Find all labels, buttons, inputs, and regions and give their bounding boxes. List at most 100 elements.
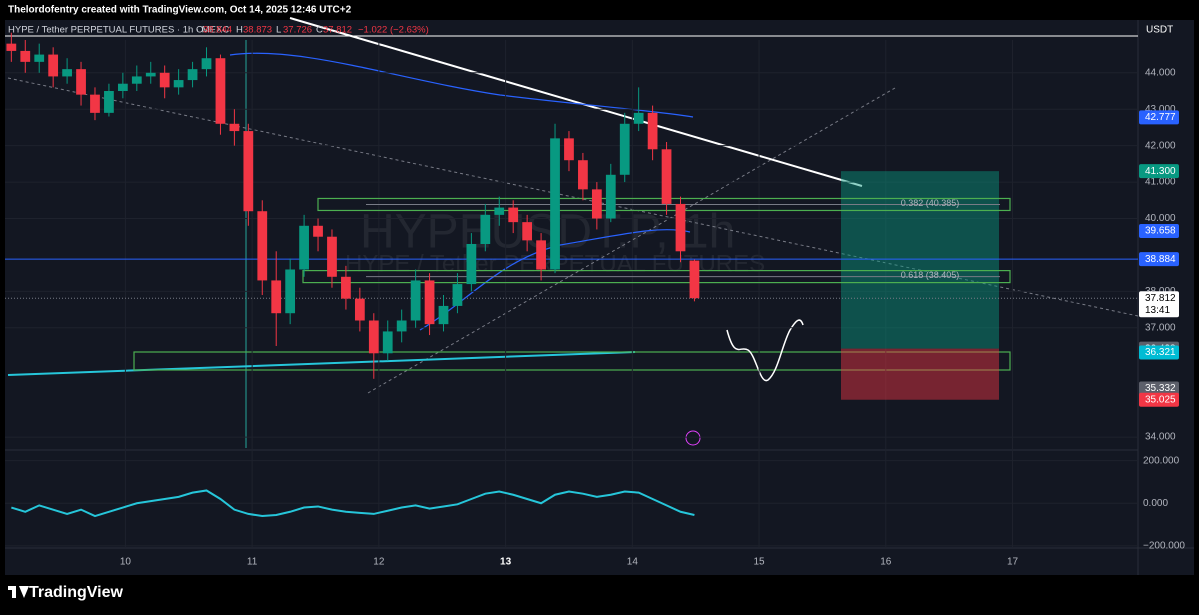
fib-label: 0.382 (40.385) (901, 198, 960, 208)
price-label: 35.025 (1145, 394, 1176, 405)
candle-body (243, 131, 254, 212)
oscillator-line (11, 489, 695, 518)
candle-body (591, 189, 602, 219)
price-label-box (1139, 381, 1179, 396)
footer-logo (8, 586, 29, 598)
price-label: 39.658 (1145, 226, 1176, 237)
price-label-box (1139, 164, 1179, 179)
candle-body (661, 149, 672, 204)
candle-body (299, 225, 309, 270)
candle-body (689, 260, 700, 299)
candle-body (187, 69, 198, 81)
y-tick-label: 34.000 (1145, 432, 1176, 443)
alert-icon (685, 430, 701, 446)
price-label-box (1139, 223, 1179, 238)
candle-body (619, 123, 630, 175)
price-label: 41.300 (1145, 166, 1176, 177)
candle-body (117, 83, 128, 91)
price-label-box (1139, 392, 1179, 407)
candle-body (131, 76, 142, 84)
candle-body (271, 280, 282, 314)
y-tick-label: 40.000 (1145, 213, 1176, 224)
legend-ohlc-value: 37.726 (283, 25, 312, 36)
candle-body (452, 284, 463, 306)
legend-ohlc-key: C (316, 25, 323, 36)
loss-zone (841, 348, 999, 400)
x-tick-label: 12 (373, 557, 385, 568)
y-tick-label: 41.000 (1145, 177, 1176, 188)
candle-body (578, 160, 588, 190)
footer-brand: TradingView (29, 584, 124, 601)
candle-body (104, 91, 114, 113)
watermark: HYPEUSDT.P, 1h (360, 206, 735, 259)
candle-body (494, 207, 505, 215)
y-tick-label: 37.000 (1145, 322, 1176, 333)
price-label: 37.812 (1145, 293, 1176, 304)
legend-ohlc-key: O (196, 25, 203, 36)
candle-body (647, 112, 658, 150)
candle-body (48, 54, 59, 77)
legend-ohlc-value: 38.873 (243, 25, 272, 36)
fib-label: 0.618 (38.405) (901, 270, 960, 280)
candle-body (605, 174, 616, 219)
price-label: 38.884 (1145, 254, 1176, 265)
legend-ohlc-value: 37.812 (323, 25, 352, 36)
legend-values: O 38.844 H 38.873 L 37.726 C 37.812 −1.022 (−2.6… (196, 25, 429, 36)
y-tick-label: 42.000 (1145, 140, 1176, 151)
candle-body (354, 298, 365, 321)
price-label: 36.321 (1145, 347, 1176, 358)
moving-average (229, 52, 694, 118)
legend-ohlc-key: L (276, 25, 281, 36)
candle-body (675, 203, 686, 252)
candle-body (508, 207, 519, 223)
header: Thelordofentry created with TradingView.… (8, 5, 352, 16)
x-tick-label: 14 (627, 557, 639, 568)
x-tick-label: 13 (500, 557, 512, 568)
legend-symbol: HYPE / Tether PERPETUAL FUTURES · 1h · M… (8, 25, 229, 36)
candle-body (368, 320, 379, 354)
y2-tick-label: 0.000 (1143, 498, 1168, 509)
candle-body (424, 280, 435, 325)
candle-body (396, 320, 407, 332)
candle-body (438, 305, 449, 325)
candle-body (522, 222, 533, 241)
hand-drawing (726, 319, 804, 382)
price-label: 35.332 (1145, 383, 1176, 394)
candle-body (20, 50, 31, 62)
legend-ohlc-key: H (236, 25, 243, 36)
candle-body (327, 236, 337, 277)
candle-body (633, 112, 644, 124)
candle-body (34, 54, 45, 62)
chart-area (5, 20, 1194, 575)
x-tick-label: 17 (1007, 557, 1019, 568)
candle-body (76, 69, 86, 95)
candle-body (564, 138, 574, 161)
x-tick-label: 11 (247, 557, 258, 568)
support-line (7, 351, 636, 376)
fib-zone (302, 270, 1011, 284)
candle-body (285, 269, 296, 314)
candle-body (313, 225, 323, 237)
candle-body (62, 69, 72, 77)
candle-body (466, 244, 477, 285)
candle-body (145, 72, 156, 77)
candle-body (215, 58, 226, 124)
candle-body (6, 43, 17, 51)
trendline (289, 17, 863, 187)
demand-zone (133, 351, 1011, 371)
candle-body (410, 280, 421, 321)
price-label-box (1139, 110, 1179, 125)
countdown: 13:41 (1145, 305, 1170, 316)
candle-body (536, 240, 546, 270)
y-tick-label: 44.000 (1145, 67, 1176, 78)
price-label-box (1139, 345, 1179, 360)
profit-zone (841, 171, 999, 349)
candle-body (159, 72, 170, 88)
x-tick-label: 15 (754, 557, 766, 568)
price-label-box (1139, 252, 1179, 267)
candle-body (550, 138, 560, 270)
candle-body (480, 214, 491, 244)
candle-body (341, 276, 351, 299)
x-tick-label: 10 (120, 557, 132, 568)
